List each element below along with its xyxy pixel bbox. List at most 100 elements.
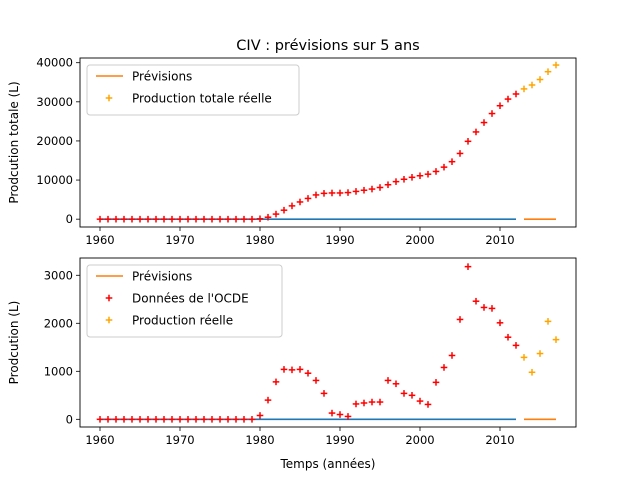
- data-point: [448, 352, 456, 359]
- legend-label: Production totale réelle: [132, 92, 272, 106]
- data-point: [488, 305, 496, 312]
- data-point: [168, 416, 176, 423]
- data-point: [176, 215, 184, 223]
- x-tick-label: 2000: [405, 433, 434, 447]
- data-point: [280, 366, 288, 373]
- legend-label: Prévisions: [132, 270, 192, 284]
- data-point: [512, 90, 520, 98]
- data-point: [224, 215, 232, 223]
- data-point: [320, 190, 328, 197]
- legend-entry: Production réelle: [105, 314, 233, 328]
- data-point: [224, 416, 232, 423]
- data-point: [136, 215, 144, 223]
- y-tick-label: 0: [66, 212, 73, 226]
- data-point: [480, 119, 488, 126]
- data-point: [552, 61, 560, 69]
- data-point: [264, 396, 272, 404]
- data-point: [128, 215, 136, 223]
- data-point: [128, 416, 136, 423]
- axes-frame: [79, 57, 577, 228]
- y-tick-label: 3000: [44, 268, 73, 282]
- data-point: [96, 416, 104, 423]
- data-point: [120, 215, 128, 223]
- data-point: [400, 175, 408, 183]
- data-point: [320, 390, 328, 397]
- data-point: [152, 416, 160, 423]
- legend-box: [86, 64, 300, 116]
- data-point: [456, 316, 464, 323]
- data-point: [368, 398, 376, 406]
- data-point: [384, 181, 392, 189]
- y-axis-label: Prodcution (L): [7, 301, 21, 385]
- data-point: [496, 319, 504, 327]
- data-point: [440, 163, 448, 171]
- data-point: [288, 202, 296, 210]
- data-point: [480, 304, 488, 311]
- data-point: [112, 215, 120, 223]
- data-point: [144, 215, 152, 223]
- data-point: [336, 411, 344, 418]
- data-point: [288, 366, 296, 374]
- data-point: [448, 158, 456, 165]
- data-point: [392, 178, 400, 185]
- x-tick-label: 1980: [245, 433, 274, 447]
- data-point: [248, 416, 256, 423]
- x-axis-label: Temps (années): [280, 457, 376, 471]
- x-tick-label: 1960: [85, 433, 114, 447]
- x-tick-label: 1980: [245, 233, 274, 247]
- data-point: [416, 397, 424, 405]
- data-point: [504, 95, 512, 103]
- data-point: [384, 377, 392, 384]
- data-point: [264, 213, 272, 221]
- data-point: [472, 297, 480, 305]
- data-point: [312, 377, 320, 384]
- x-tick-label: 1990: [325, 433, 354, 447]
- data-point: [112, 416, 120, 423]
- data-point: [352, 400, 360, 408]
- data-point: [192, 215, 200, 223]
- legend-entry: Production totale réelle: [105, 92, 272, 106]
- data-point: [392, 380, 400, 388]
- y-tick-label: 20000: [36, 134, 73, 148]
- data-point: [432, 379, 440, 386]
- axes-frame: [79, 257, 577, 428]
- data-point: [328, 409, 336, 417]
- data-point: [432, 168, 440, 175]
- data-point: [496, 102, 504, 110]
- data-point: [528, 368, 536, 376]
- data-point: [168, 215, 176, 223]
- data-point: [368, 185, 376, 193]
- data-point: [312, 191, 320, 199]
- data-point: [152, 215, 160, 223]
- data-point: [520, 354, 528, 361]
- x-tick-label: 2000: [405, 233, 434, 247]
- data-point: [464, 138, 472, 145]
- data-point: [104, 215, 112, 223]
- data-point: [216, 215, 224, 223]
- y-tick-label: 2000: [44, 316, 73, 330]
- data-point: [248, 215, 256, 223]
- data-point: [376, 398, 384, 406]
- data-point: [208, 416, 216, 423]
- y-tick-label: 10000: [36, 173, 73, 187]
- data-point: [136, 416, 144, 423]
- data-point: [272, 378, 280, 386]
- data-point: [360, 186, 368, 194]
- data-point: [160, 416, 168, 423]
- data-point: [352, 188, 360, 195]
- data-point: [304, 369, 312, 377]
- bottom-subplot: 1960 1970 1980 1990 2000 2010 0 1000 2000 3000 Pro…: [7, 257, 577, 471]
- y-tick-label: 1000: [44, 364, 73, 378]
- data-point: [144, 416, 152, 423]
- data-point: [200, 215, 208, 223]
- legend-entry: Données de l'OCDE: [105, 292, 249, 306]
- data-point: [296, 198, 304, 206]
- data-point: [120, 416, 128, 423]
- data-point: [360, 399, 368, 407]
- data-point: [256, 412, 264, 419]
- data-point: [520, 85, 528, 93]
- data-point: [232, 215, 240, 223]
- data-point: [344, 413, 352, 420]
- data-point: [424, 401, 432, 408]
